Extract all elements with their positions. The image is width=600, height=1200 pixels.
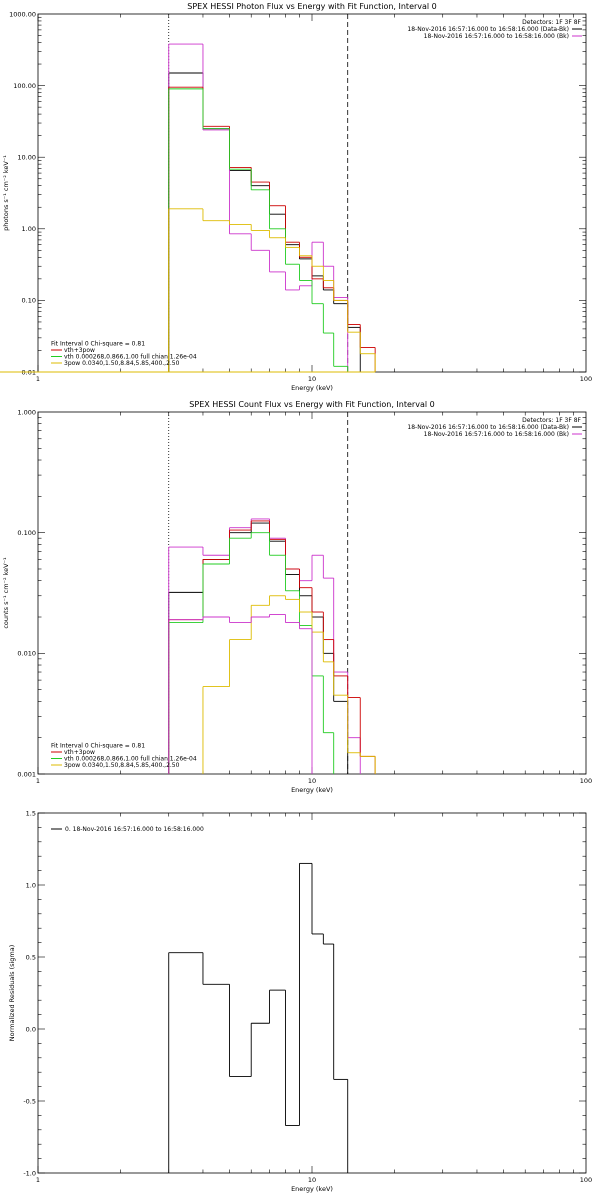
y-tick-label: 1.0	[26, 881, 36, 889]
chart-panel-3: 1 10 100 -1.0 -0.5 0.0 0.5 1.0 1.5 Energy (keV) No…	[8, 809, 592, 1193]
legend-entry: 18-Nov-2016 16:57:16.000 to 16:58:16.000…	[407, 26, 569, 33]
y-axis-label: counts s⁻¹ cm⁻² keV⁻¹	[2, 557, 10, 629]
series-vth	[169, 533, 334, 774]
y-tick-label: 0.0	[26, 1025, 36, 1033]
y-tick-label: 1.5	[26, 809, 36, 817]
legend-entry: 0. 18-Nov-2016 16:57:16.000 to 16:58:16.…	[65, 826, 204, 833]
legend-entry: 18-Nov-2016 16:57:16.000 to 16:58:16.000…	[424, 33, 569, 40]
y-tick-label: 100.00	[13, 82, 36, 90]
legend-bottom-left: Fit Interval 0 Chi-square = 0.81vth+3pow…	[51, 341, 197, 368]
legend-detectors: Detectors: 1F 3F 8F	[522, 19, 581, 26]
legend-bottom-left: Fit Interval 0 Chi-square = 0.81vth+3pow…	[51, 743, 197, 770]
series-bk	[169, 44, 361, 372]
y-tick-label: 0.5	[26, 953, 36, 961]
x-axis-label: Energy (keV)	[291, 786, 333, 794]
y-axis-label: photons s⁻¹ cm⁻² keV⁻¹	[2, 155, 10, 231]
series-data-bk	[169, 73, 361, 372]
x-tick-label: 100	[580, 1176, 592, 1184]
y-tick-label: 0.100	[17, 529, 36, 537]
y-tick-label: -0.5	[23, 1097, 36, 1105]
series-3pow	[0, 209, 375, 372]
x-tick-label: 100	[580, 375, 592, 383]
chart-title: SPEX HESSI Count Flux vs Energy with Fit…	[189, 400, 434, 409]
legend-entry: 3pow 0.0340,1.50,8.84,5.85,400.,2.50	[64, 360, 180, 367]
plot-frame	[38, 14, 586, 372]
y-tick-label: 1.000	[17, 408, 36, 416]
y-tick-label: 0.10	[22, 297, 36, 305]
legend-entry: 18-Nov-2016 16:57:16.000 to 16:58:16.000…	[424, 431, 569, 438]
x-tick-label: 1	[36, 1176, 40, 1184]
y-tick-label: -1.0	[23, 1169, 36, 1177]
x-tick-label: 10	[308, 375, 316, 383]
series-total	[169, 87, 375, 372]
x-axis-label: Energy (keV)	[291, 384, 333, 392]
x-tick-label: 10	[308, 777, 316, 785]
y-tick-label: 1.00	[22, 225, 36, 233]
x-tick-label: 1	[36, 375, 40, 383]
x-tick-label: 100	[580, 777, 592, 785]
series-residuals	[169, 863, 348, 1173]
y-tick-label: 0.010	[17, 650, 36, 658]
y-tick-label: 1000.00	[9, 10, 36, 18]
legend-detectors: Detectors: 1F 3F 8F	[522, 417, 581, 424]
series-data-bk	[169, 523, 348, 774]
legend-entry: 3pow 0.0340,1.50,8.84,5.85,400.,2.50	[64, 762, 180, 769]
legend-top-left: 0. 18-Nov-2016 16:57:16.000 to 16:58:16.…	[51, 826, 204, 833]
series-bk-low	[169, 614, 312, 774]
x-axis-label: Energy (keV)	[291, 1185, 333, 1193]
legend-entry: 18-Nov-2016 16:57:16.000 to 16:58:16.000…	[407, 424, 569, 431]
series-bk	[169, 519, 361, 774]
x-tick-label: 10	[308, 1176, 316, 1184]
chart-title: SPEX HESSI Photon Flux vs Energy with Fi…	[187, 2, 437, 11]
x-tick-label: 1	[36, 777, 40, 785]
y-tick-label: 0.001	[17, 770, 36, 778]
y-tick-label: 10.00	[17, 154, 36, 162]
y-axis-label: Normalized Residuals (sigma)	[8, 945, 16, 1042]
series-total	[169, 521, 375, 774]
chart-panel-1: SPEX HESSI Photon Flux vs Energy with Fi…	[0, 2, 592, 392]
chart-panel-2: SPEX HESSI Count Flux vs Energy with Fit…	[2, 400, 592, 794]
